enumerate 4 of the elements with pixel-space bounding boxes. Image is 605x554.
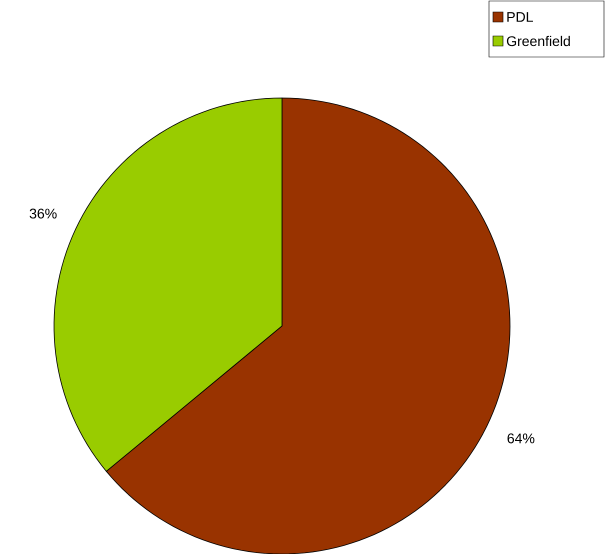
legend-label: PDL — [507, 12, 533, 22]
data-label: 36% — [30, 208, 57, 219]
legend-label: Greenfield — [506, 36, 570, 46]
data-label: 64% — [508, 433, 534, 444]
